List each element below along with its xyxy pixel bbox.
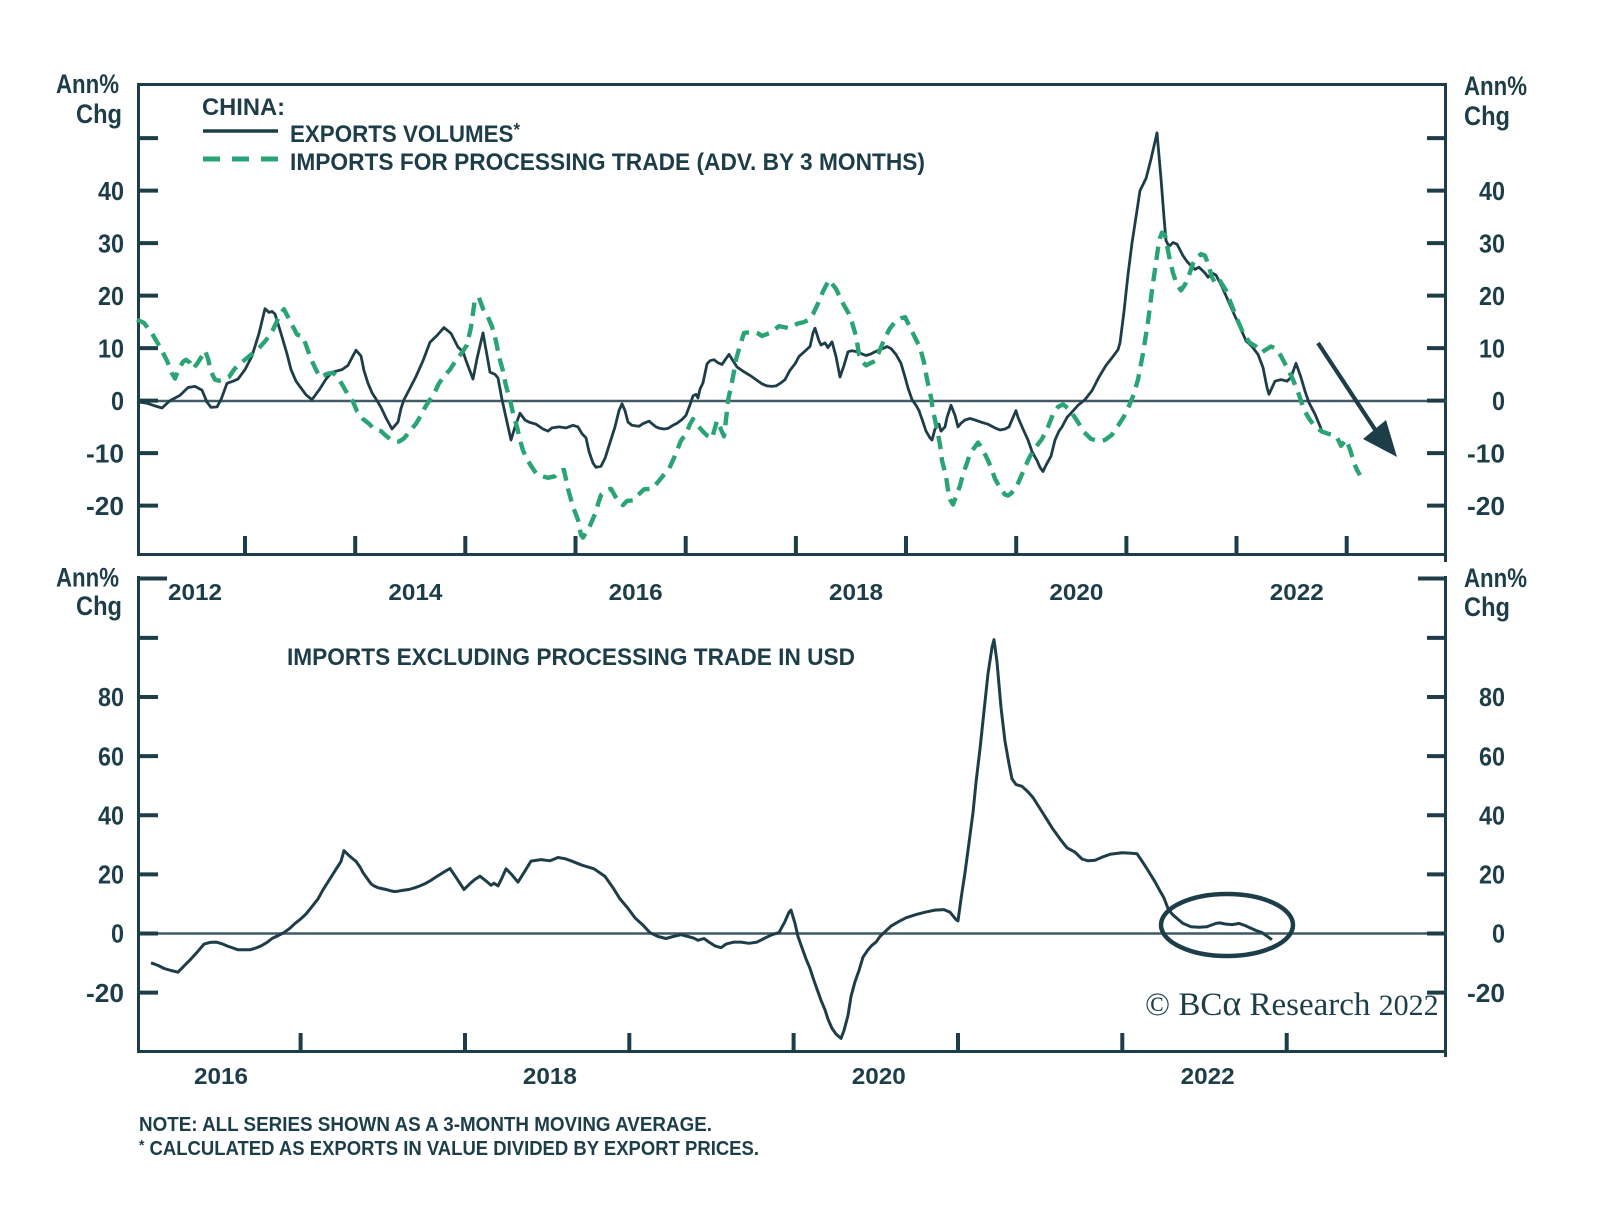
svg-text:40: 40: [1479, 176, 1505, 206]
svg-text:IMPORTS FOR PROCESSING TRADE (: IMPORTS FOR PROCESSING TRADE (ADV. BY 3 …: [290, 149, 925, 176]
svg-text:Ann%: Ann%: [56, 69, 119, 99]
svg-text:2022: 2022: [1270, 579, 1324, 605]
svg-text:-20: -20: [1467, 491, 1505, 521]
svg-text:20: 20: [1479, 281, 1505, 311]
svg-text:-10: -10: [86, 438, 124, 468]
svg-text:0: 0: [1492, 919, 1505, 949]
svg-text:60: 60: [98, 741, 124, 771]
svg-text:* CALCULATED AS EXPORTS IN VAL: * CALCULATED AS EXPORTS IN VALUE DIVIDED…: [139, 1137, 759, 1160]
svg-text:10: 10: [98, 333, 124, 363]
svg-text:IMPORTS EXCLUDING PROCESSING T: IMPORTS EXCLUDING PROCESSING TRADE IN US…: [287, 644, 855, 671]
svg-text:40: 40: [98, 176, 124, 206]
svg-text:EXPORTS VOLUMES*: EXPORTS VOLUMES*: [290, 120, 520, 148]
svg-text:-10: -10: [1467, 438, 1505, 468]
svg-text:-20: -20: [86, 978, 124, 1008]
svg-text:2018: 2018: [829, 579, 883, 605]
svg-text:20: 20: [1479, 860, 1505, 890]
svg-text:Ann%: Ann%: [1464, 563, 1527, 593]
svg-text:2016: 2016: [194, 1063, 248, 1089]
svg-text:0: 0: [1492, 386, 1505, 416]
svg-text:Ann%: Ann%: [1464, 71, 1527, 101]
svg-text:30: 30: [1479, 228, 1505, 258]
svg-text:40: 40: [98, 800, 124, 830]
svg-text:Chg: Chg: [1464, 101, 1510, 131]
svg-text:60: 60: [1479, 741, 1505, 771]
svg-text:10: 10: [1479, 333, 1505, 363]
svg-text:-20: -20: [1467, 978, 1505, 1008]
svg-text:NOTE: ALL SERIES SHOWN AS A 3-: NOTE: ALL SERIES SHOWN AS A 3-MONTH MOVI…: [139, 1114, 712, 1136]
svg-text:20: 20: [98, 281, 124, 311]
svg-text:2022: 2022: [1181, 1063, 1235, 1089]
svg-text:0: 0: [111, 919, 124, 949]
svg-text:Chg: Chg: [1464, 592, 1510, 622]
svg-text:CHINA:: CHINA:: [202, 94, 285, 121]
svg-text:80: 80: [98, 682, 124, 712]
svg-text:2018: 2018: [523, 1063, 577, 1089]
svg-text:Chg: Chg: [76, 591, 122, 621]
svg-text:2016: 2016: [609, 579, 663, 605]
svg-text:0: 0: [111, 386, 124, 416]
svg-text:-20: -20: [86, 491, 124, 521]
svg-text:Chg: Chg: [76, 99, 122, 129]
svg-text:80: 80: [1479, 682, 1505, 712]
svg-text:2020: 2020: [852, 1063, 906, 1089]
svg-text:Ann%: Ann%: [56, 563, 119, 593]
svg-text:2014: 2014: [388, 579, 442, 605]
svg-text:30: 30: [98, 228, 124, 258]
svg-text:2012: 2012: [168, 579, 222, 605]
svg-text:2020: 2020: [1049, 579, 1103, 605]
svg-text:40: 40: [1479, 800, 1505, 830]
svg-text:20: 20: [98, 860, 124, 890]
svg-text:© BCα Research 2022: © BCα Research 2022: [1145, 983, 1439, 1023]
